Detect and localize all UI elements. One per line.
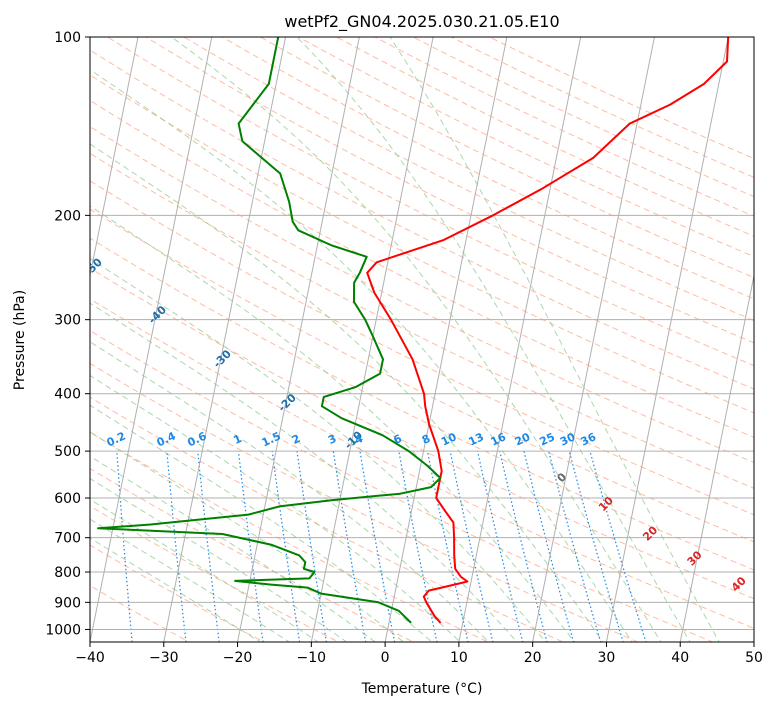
isotherm [605,37,729,642]
y-tick-label: 900 [54,595,81,611]
mixing-ratio-label: 16 [489,430,509,448]
isotherm [458,37,582,642]
dry-adiabat [90,237,754,571]
isotherm [237,37,360,642]
dry-adiabat [90,152,754,489]
x-tick-label: −40 [75,650,105,666]
plot-frame [89,36,755,643]
moist-adiabat [90,143,604,642]
mixing-ratio-label: 36 [579,430,599,448]
moist-adiabat [90,404,433,642]
moist-adiabat [90,431,405,642]
dry-adiabat [90,298,754,629]
mixing-ratio-label: 13 [467,430,486,448]
dry-adiabat [90,330,715,642]
moist-adiabat [90,205,575,642]
y-tick-label: 200 [54,208,81,224]
y-tick-label: 800 [54,565,81,581]
y-tick-label: 300 [54,313,81,329]
moist-adiabat [296,37,691,642]
x-tick-label: 10 [450,650,468,666]
isotherm [679,273,754,642]
moist-adiabat [90,477,348,642]
moist-adiabat [90,341,490,642]
y-tick-label: 700 [54,531,81,547]
y-tick-label: 1000 [45,622,81,638]
x-tick-label: 30 [598,650,616,666]
moist-adiabat [170,37,662,642]
skewed-isotherms [90,37,754,642]
x-axis-ticks: −40 −30 −20 −10 0 10 20 30 40 50 [75,642,763,666]
dry-adiabat [90,180,754,516]
isotherm [310,37,434,642]
mixing-ratio-label: 30 [558,430,578,448]
dry-adiabat [144,37,754,344]
y-tick-label: 100 [54,30,81,46]
y-axis-label: Pressure (hPa) [12,290,28,390]
profiles [97,37,730,624]
moist-adiabat [90,537,262,642]
isotherm [532,37,655,642]
dry-adiabat [90,505,340,642]
dry-adiabat [90,544,265,642]
mixing-ratio-label: 10 [439,430,459,448]
mixing-ratio-label: 25 [538,430,557,448]
y-tick-label: 600 [54,491,81,507]
moist-adiabat [90,257,547,642]
dry-adiabat [90,467,415,642]
x-axis-label: Temperature (°C) [361,681,483,697]
isotherm [90,37,213,642]
y-tick-label: 500 [54,444,81,460]
moist-adiabat [90,374,462,642]
x-tick-label: 0 [381,650,390,666]
dewpoint-profile [97,37,442,624]
isotherm [384,37,508,642]
isotherm [90,37,139,279]
x-tick-label: 50 [745,650,763,666]
x-tick-label: 40 [671,650,689,666]
dry-adiabat [221,37,754,300]
mixing-ratio-label: 20 [513,430,533,448]
x-tick-label: −30 [149,650,179,666]
dry-adiabats [90,37,754,642]
moist-adiabat [90,455,377,642]
x-tick-label: 20 [524,650,542,666]
chart-title: wetPf2_GN04.2025.030.21.05.E10 [284,12,559,32]
dry-adiabat [90,126,754,464]
y-tick-label: 400 [54,387,81,403]
moist-adiabat [90,69,633,642]
isotherm [163,37,287,642]
y-axis-ticks: 100 200 300 400 500 600 700 800 900 1000 [45,30,90,638]
dry-adiabat [90,396,565,642]
dry-adiabat [90,362,640,642]
dry-adiabat [106,37,754,367]
dry-adiabat [90,431,490,642]
dry-adiabat [90,74,754,414]
pressure-gridlines [90,37,754,630]
dry-adiabat [90,208,754,543]
x-tick-label: −10 [297,650,327,666]
temperature-profile [366,37,730,624]
x-tick-label: −20 [223,650,253,666]
